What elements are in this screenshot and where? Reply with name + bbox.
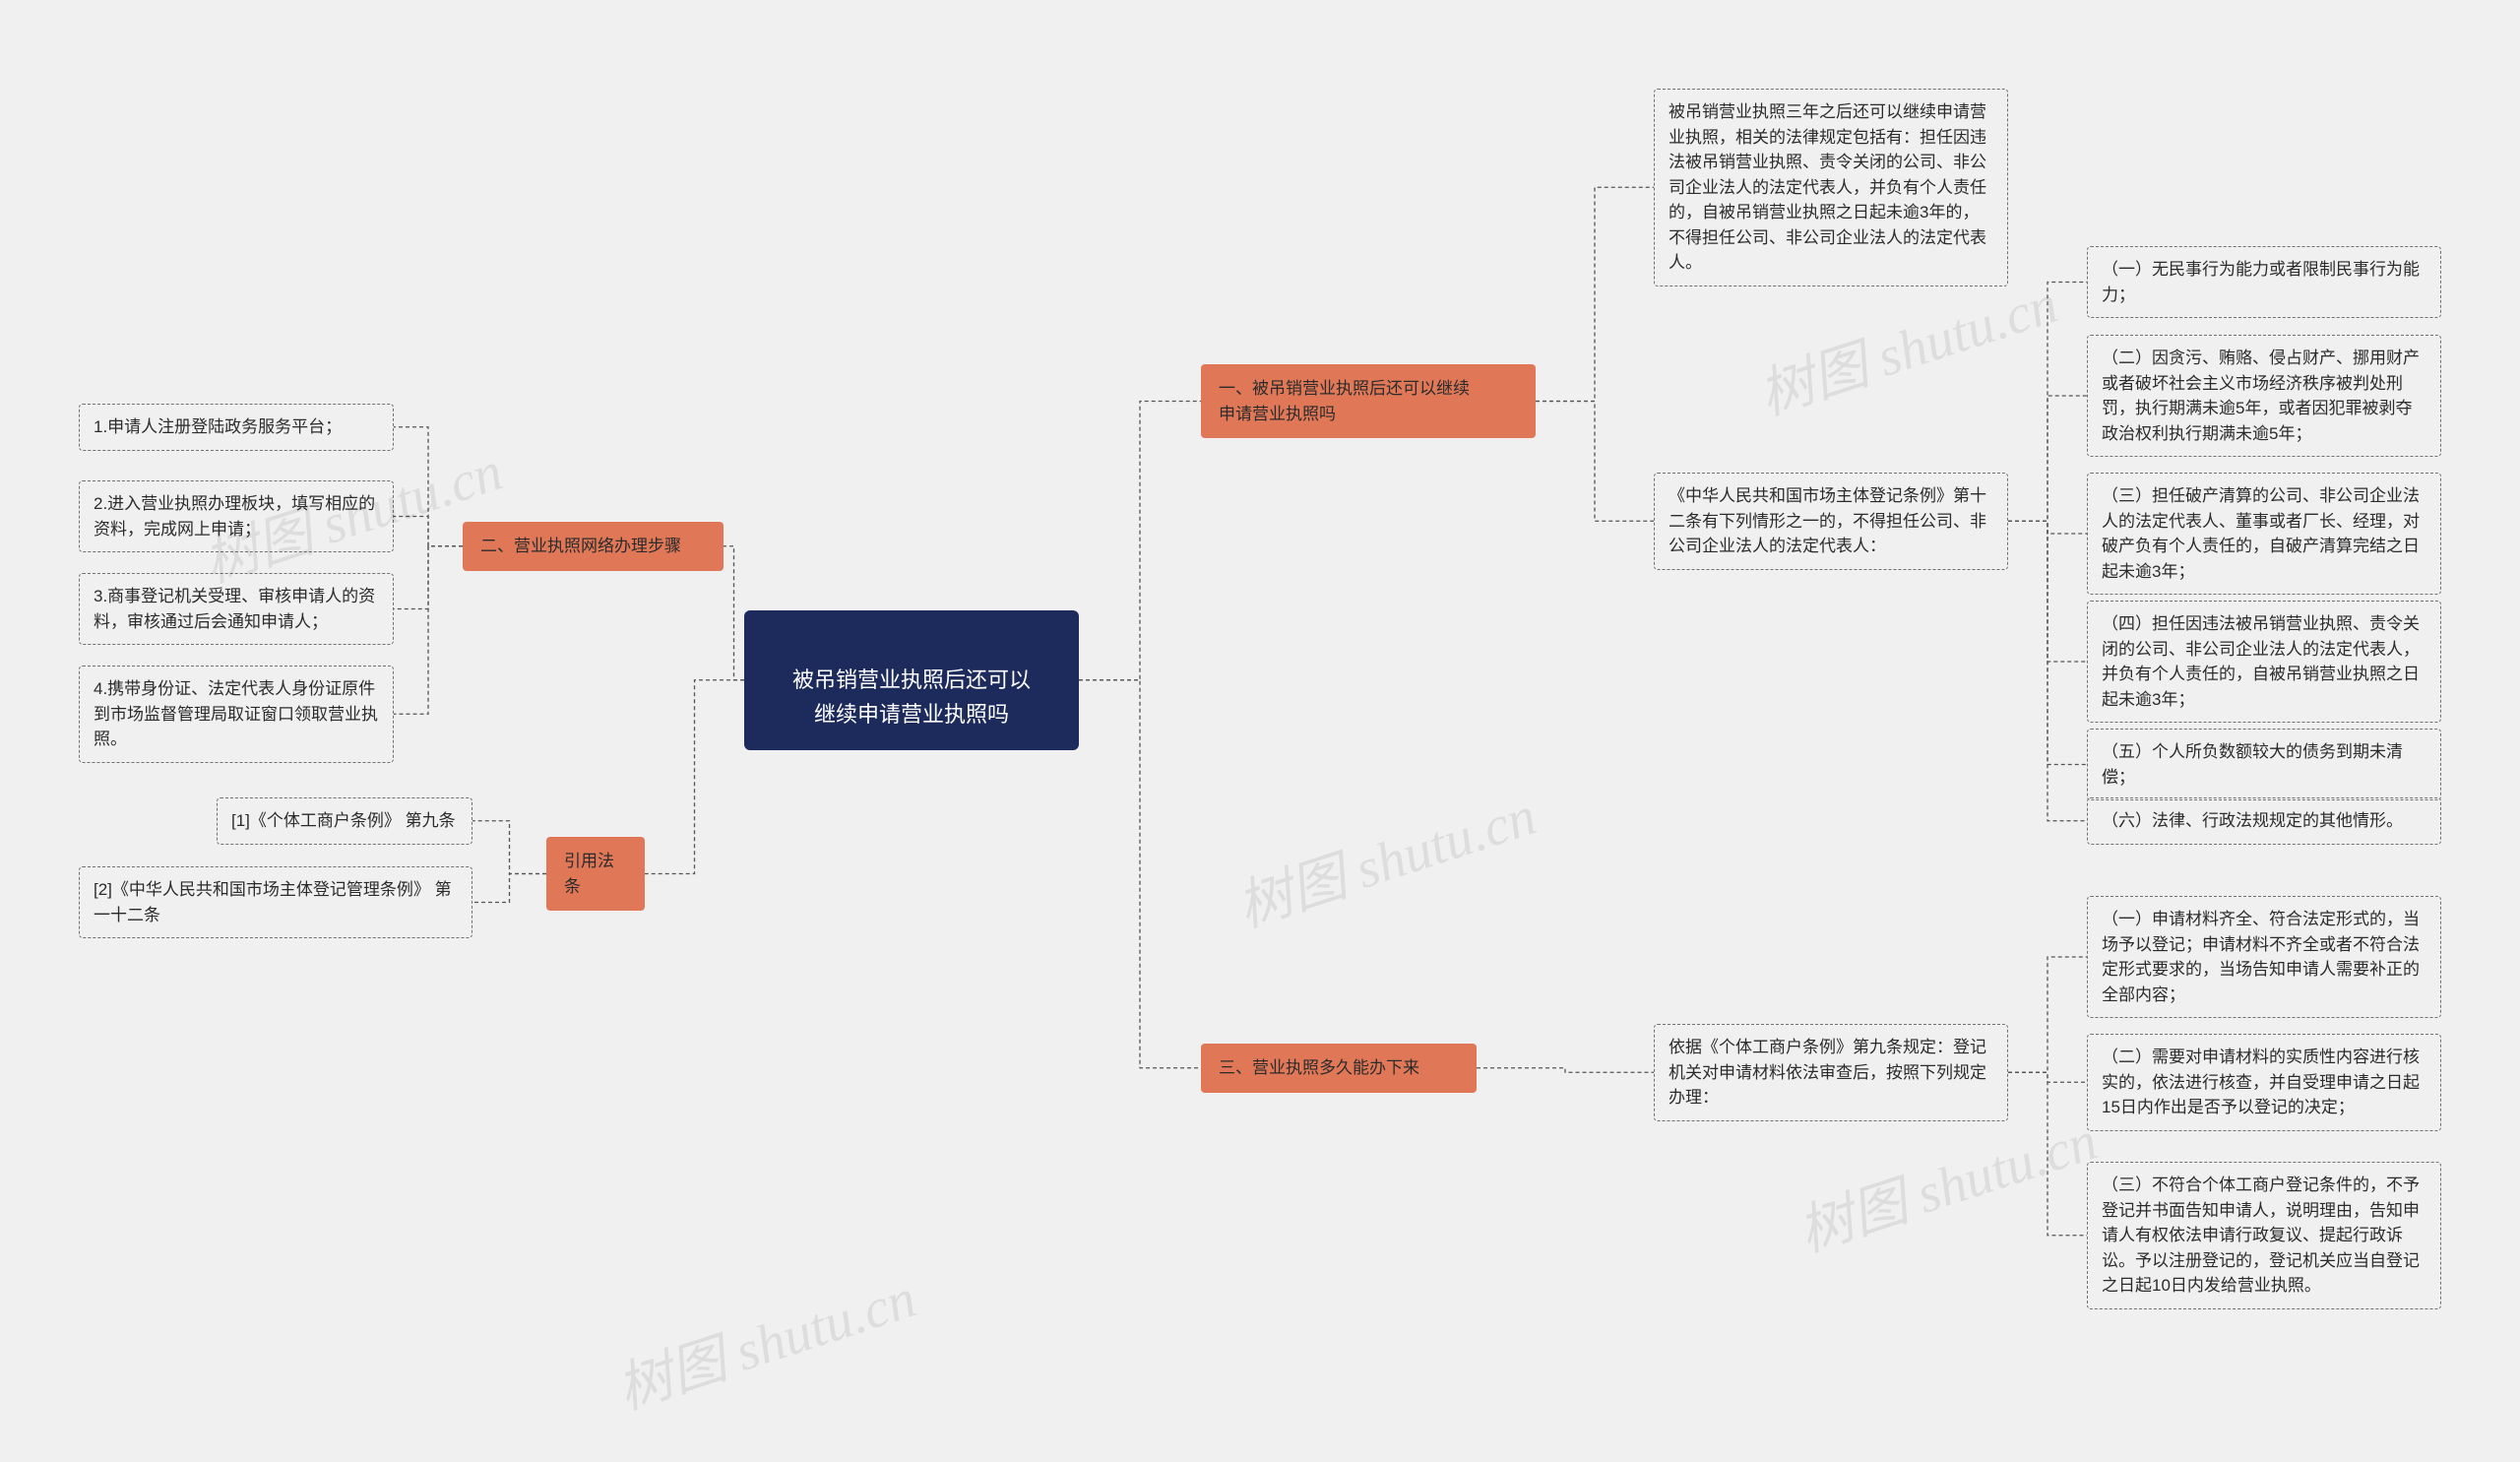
branch-b3: 三、营业执照多久能办下来 <box>1201 1044 1477 1093</box>
leaf-b3-0-0: （一）申请材料齐全、符合法定形式的，当场予以登记；申请材料不齐全或者不符合法定形… <box>2087 896 2441 1018</box>
leaf-b1-1: 《中华人民共和国市场主体登记条例》第十二条有下列情形之一的，不得担任公司、非公司… <box>1654 473 2008 570</box>
leaf-b4-1: [2]《中华人民共和国市场主体登记管理条例》 第一十二条 <box>79 866 472 938</box>
leaf-b4-0: [1]《个体工商户条例》 第九条 <box>217 797 472 845</box>
leaf-b4-0-text: [1]《个体工商户条例》 第九条 <box>231 811 456 830</box>
leaf-b4-1-text: [2]《中华人民共和国市场主体登记管理条例》 第一十二条 <box>94 880 452 924</box>
leaf-b2-3: 4.携带身份证、法定代表人身份证原件到市场监督管理局取证窗口领取营业执照。 <box>79 666 394 763</box>
branch-b2: 二、营业执照网络办理步骤 <box>463 522 724 571</box>
leaf-b1-1-4-text: （五）个人所负数额较大的债务到期未清偿； <box>2102 742 2403 787</box>
leaf-b2-0-text: 1.申请人注册登陆政务服务平台； <box>94 417 342 436</box>
leaf-b1-1-2: （三）担任破产清算的公司、非公司企业法人的法定代表人、董事或者厂长、经理，对破产… <box>2087 473 2441 595</box>
leaf-b1-0-text: 被吊销营业执照三年之后还可以继续申请营业执照，相关的法律规定包括有：担任因违法被… <box>1669 102 1986 272</box>
leaf-b1-1-2-text: （三）担任破产清算的公司、非公司企业法人的法定代表人、董事或者厂长、经理，对破产… <box>2102 486 2420 581</box>
leaf-b1-0: 被吊销营业执照三年之后还可以继续申请营业执照，相关的法律规定包括有：担任因违法被… <box>1654 89 2008 286</box>
branch-b1-text: 一、被吊销营业执照后还可以继续 申请营业执照吗 <box>1219 379 1470 423</box>
leaf-b3-0: 依据《个体工商户条例》第九条规定：登记机关对申请材料依法审查后，按照下列规定办理… <box>1654 1024 2008 1121</box>
leaf-b1-1-3-text: （四）担任因违法被吊销营业执照、责令关闭的公司、非公司企业法人的法定代表人，并负… <box>2102 614 2420 709</box>
leaf-b2-2-text: 3.商事登记机关受理、审核申请人的资料，审核通过后会通知申请人； <box>94 587 375 631</box>
leaf-b1-1-0: （一）无民事行为能力或者限制民事行为能力； <box>2087 246 2441 318</box>
leaf-b1-1-5-text: （六）法律、行政法规规定的其他情形。 <box>2102 811 2403 830</box>
root-node: 被吊销营业执照后还可以 继续申请营业执照吗 <box>744 610 1079 750</box>
leaf-b2-0: 1.申请人注册登陆政务服务平台； <box>79 404 394 451</box>
leaf-b1-1-1-text: （二）因贪污、贿赂、侵占财产、挪用财产或者破坏社会主义市场经济秩序被判处刑罚，执… <box>2102 349 2420 443</box>
leaf-b1-1-3: （四）担任因违法被吊销营业执照、责令关闭的公司、非公司企业法人的法定代表人，并负… <box>2087 601 2441 723</box>
branch-b2-text: 二、营业执照网络办理步骤 <box>480 537 681 555</box>
branch-b3-text: 三、营业执照多久能办下来 <box>1219 1058 1419 1077</box>
leaf-b1-1-text: 《中华人民共和国市场主体登记条例》第十二条有下列情形之一的，不得担任公司、非公司… <box>1669 486 1986 555</box>
root-text: 被吊销营业执照后还可以 继续申请营业执照吗 <box>792 667 1031 727</box>
watermark: 树图 shutu.cn <box>605 1253 924 1425</box>
leaf-b1-1-1: （二）因贪污、贿赂、侵占财产、挪用财产或者破坏社会主义市场经济秩序被判处刑罚，执… <box>2087 335 2441 457</box>
leaf-b2-1: 2.进入营业执照办理板块，填写相应的资料，完成网上申请； <box>79 480 394 552</box>
leaf-b1-1-0-text: （一）无民事行为能力或者限制民事行为能力； <box>2102 260 2420 304</box>
branch-b4-text: 引用法条 <box>564 852 614 896</box>
leaf-b1-1-5: （六）法律、行政法规规定的其他情形。 <box>2087 797 2441 845</box>
watermark: 树图 shutu.cn <box>1226 771 1544 942</box>
leaf-b2-1-text: 2.进入营业执照办理板块，填写相应的资料，完成网上申请； <box>94 494 375 539</box>
leaf-b3-0-2: （三）不符合个体工商户登记条件的，不予登记并书面告知申请人，说明理由，告知申请人… <box>2087 1162 2441 1309</box>
leaf-b2-3-text: 4.携带身份证、法定代表人身份证原件到市场监督管理局取证窗口领取营业执照。 <box>94 679 378 748</box>
leaf-b2-2: 3.商事登记机关受理、审核申请人的资料，审核通过后会通知申请人； <box>79 573 394 645</box>
leaf-b3-0-1-text: （二）需要对申请材料的实质性内容进行核实的，依法进行核查，并自受理申请之日起15… <box>2102 1048 2420 1116</box>
leaf-b3-0-0-text: （一）申请材料齐全、符合法定形式的，当场予以登记；申请材料不齐全或者不符合法定形… <box>2102 910 2420 1004</box>
branch-b1: 一、被吊销营业执照后还可以继续 申请营业执照吗 <box>1201 364 1536 438</box>
leaf-b1-1-4: （五）个人所负数额较大的债务到期未清偿； <box>2087 729 2441 800</box>
leaf-b3-0-2-text: （三）不符合个体工商户登记条件的，不予登记并书面告知申请人，说明理由，告知申请人… <box>2102 1176 2420 1295</box>
watermark: 树图 shutu.cn <box>1787 1096 2106 1267</box>
leaf-b3-0-text: 依据《个体工商户条例》第九条规定：登记机关对申请材料依法审查后，按照下列规定办理… <box>1669 1038 1986 1107</box>
branch-b4: 引用法条 <box>546 837 645 911</box>
leaf-b3-0-1: （二）需要对申请材料的实质性内容进行核实的，依法进行核查，并自受理申请之日起15… <box>2087 1034 2441 1131</box>
